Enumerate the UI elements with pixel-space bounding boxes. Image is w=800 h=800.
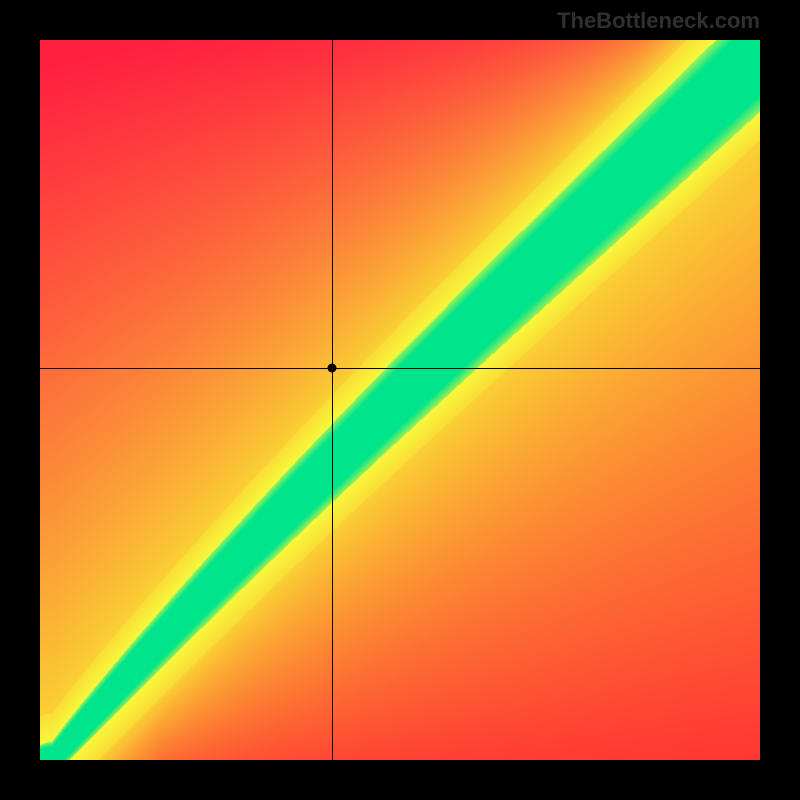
crosshair-vertical-line [332, 40, 333, 760]
crosshair-horizontal-line [40, 368, 760, 369]
heatmap-canvas [40, 40, 760, 760]
marker-dot [327, 363, 336, 372]
watermark-text: TheBottleneck.com [557, 8, 760, 34]
heatmap-plot-area [40, 40, 760, 760]
